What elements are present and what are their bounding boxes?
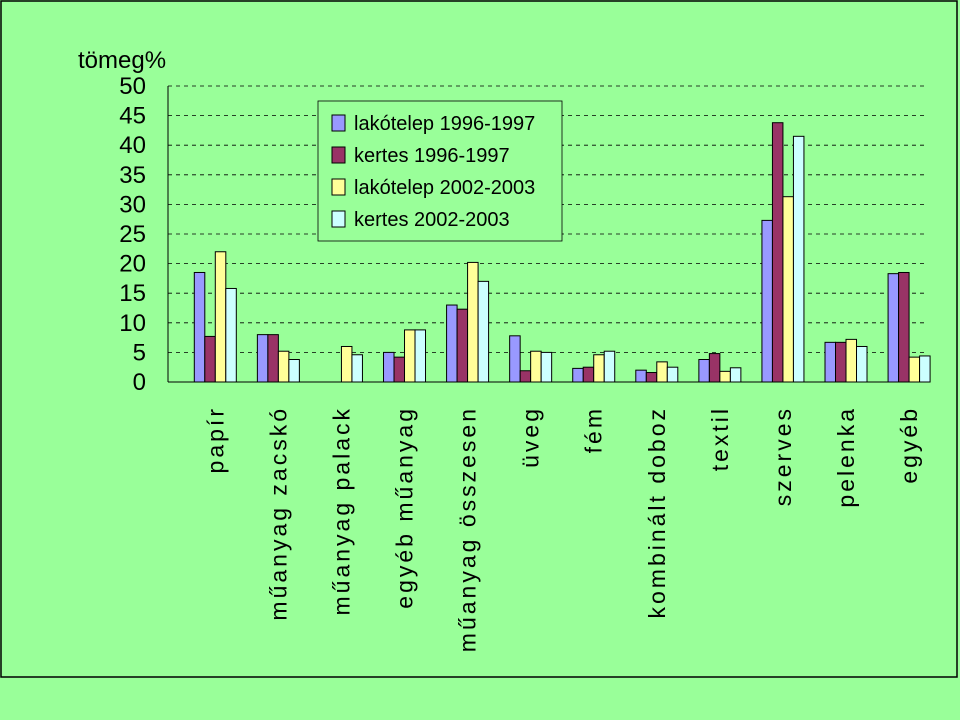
legend-label: kertes 2002-2003 — [354, 209, 510, 231]
legend-swatch — [331, 178, 346, 196]
legend-label: lakótelep 2002-2003 — [354, 177, 535, 199]
bar — [519, 370, 532, 383]
bar — [635, 369, 647, 383]
bar — [530, 350, 542, 383]
bar — [898, 271, 910, 383]
bar — [771, 122, 784, 383]
x-tick-label: egyéb műanyag — [392, 406, 418, 609]
bar — [908, 356, 921, 383]
bar — [645, 372, 658, 383]
x-tick-label: fém — [581, 406, 607, 453]
bar — [393, 356, 406, 383]
bar — [572, 367, 584, 383]
x-tick-label: szerves — [770, 406, 796, 506]
bar — [383, 351, 395, 383]
bar — [204, 335, 216, 383]
bar — [288, 359, 300, 383]
bar — [467, 261, 479, 383]
bar — [603, 350, 616, 383]
x-tick-label: papír — [202, 406, 228, 473]
legend-label: kertes 1996-1997 — [354, 145, 510, 167]
bar — [792, 135, 805, 383]
y-tick-label: 0 — [133, 369, 146, 396]
bar — [340, 345, 353, 383]
bar — [593, 354, 605, 383]
bar — [698, 359, 710, 383]
bar — [404, 329, 416, 383]
x-tick-label: textil — [707, 406, 733, 471]
bar — [351, 354, 363, 383]
legend-box — [317, 100, 563, 242]
bar — [446, 304, 458, 383]
y-tick-label: 35 — [119, 162, 146, 189]
bar — [656, 361, 668, 383]
bar — [729, 367, 742, 383]
y-tick-label: 20 — [119, 251, 146, 278]
x-tick-label: egyéb — [896, 406, 922, 484]
y-tick-label: 10 — [119, 310, 146, 337]
y-axis-label: tömeg% — [78, 47, 166, 74]
bars — [193, 122, 931, 383]
bar — [919, 355, 931, 383]
legend: lakótelep 1996-1997 kertes 1996-1997 lakót… — [317, 100, 563, 242]
bar — [845, 338, 858, 383]
bar — [761, 219, 773, 383]
x-tick-label: műanyag palack — [328, 406, 354, 616]
bar — [856, 345, 868, 383]
y-tick-label: 50 — [119, 73, 146, 100]
bar — [256, 334, 269, 383]
y-tick-label: 25 — [119, 221, 146, 248]
bar — [414, 329, 427, 383]
y-tick-label: 5 — [133, 339, 146, 366]
bar — [214, 251, 227, 383]
bar — [782, 196, 794, 383]
bar — [193, 271, 206, 383]
x-tick-label: pelenka — [833, 406, 859, 508]
y-tick-label: 40 — [119, 132, 146, 159]
y-tick-label: 45 — [119, 103, 146, 130]
bar — [267, 334, 279, 383]
bar — [540, 351, 553, 383]
x-tick-label: műanyag összesen — [455, 406, 481, 652]
legend-label: lakótelep 1996-1997 — [354, 113, 535, 135]
x-tick-label: kombinált doboz — [644, 406, 670, 619]
bar — [277, 350, 290, 383]
x-tick-label: műanyag zacskó — [265, 406, 291, 621]
bar — [835, 341, 847, 383]
bar — [456, 308, 469, 383]
legend-swatch — [331, 146, 346, 164]
bar — [708, 353, 721, 383]
bar — [225, 287, 237, 383]
y-tick-label: 30 — [119, 191, 146, 218]
bar — [824, 341, 837, 383]
bar — [666, 366, 679, 383]
x-tick-label: üveg — [518, 406, 544, 468]
legend-swatch — [331, 210, 346, 228]
legend-swatch — [331, 114, 346, 132]
bar — [719, 370, 731, 383]
y-tick-label: 15 — [119, 280, 146, 307]
bar — [887, 273, 900, 383]
bar — [582, 366, 595, 383]
bar — [477, 280, 490, 383]
bar — [509, 335, 521, 383]
